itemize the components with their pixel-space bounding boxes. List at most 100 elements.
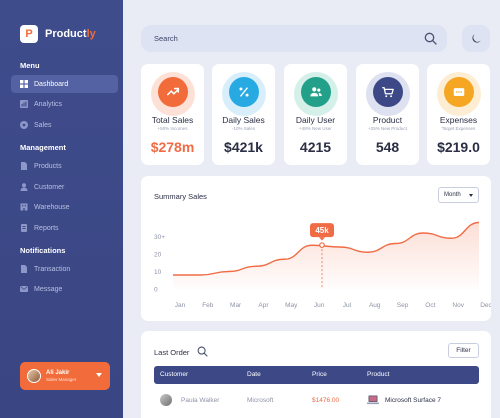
x-tick-label: Nov bbox=[452, 302, 464, 309]
search-icon[interactable] bbox=[424, 32, 437, 45]
table-header: Customer Date Price Product bbox=[154, 366, 479, 384]
stat-card[interactable]: Product +25% New Product 548 bbox=[356, 64, 419, 165]
chevron-down-icon[interactable] bbox=[96, 373, 102, 377]
user-role: Sales Manager bbox=[46, 377, 77, 382]
stat-card[interactable]: Expenses Target Expenses $219.0 bbox=[427, 64, 490, 165]
document-icon bbox=[20, 162, 28, 170]
sidebar-item-label: Dashboard bbox=[34, 80, 69, 88]
x-tick-label: Oct bbox=[425, 302, 435, 309]
theme-toggle-button[interactable] bbox=[462, 25, 490, 52]
search-icon[interactable] bbox=[197, 346, 208, 357]
sidebar-item-warehouse[interactable]: Warehouse bbox=[11, 198, 118, 216]
period-select[interactable]: Month bbox=[438, 187, 479, 203]
column-header-customer[interactable]: Customer bbox=[160, 371, 189, 378]
table-row[interactable]: Paula Walker Microsoft $1476.00 Microsof… bbox=[154, 391, 479, 411]
percent-icon bbox=[228, 77, 259, 107]
column-header-product[interactable]: Product bbox=[367, 371, 390, 378]
avatar bbox=[27, 369, 41, 383]
x-tick-label: Feb bbox=[202, 302, 214, 309]
mail-icon bbox=[20, 285, 28, 293]
sidebar-item-dashboard[interactable]: Dashboard bbox=[11, 75, 118, 93]
section-title-notifications: Notifications bbox=[20, 246, 66, 255]
stat-title: Daily User bbox=[295, 115, 336, 125]
moon-icon bbox=[471, 34, 481, 43]
user-name: Ali Jakir bbox=[46, 370, 70, 376]
stat-subtitle: Target Expenses bbox=[441, 126, 476, 131]
x-tick-label: Jun bbox=[314, 302, 325, 309]
x-tick-label: Apr bbox=[258, 302, 269, 309]
stat-value: 548 bbox=[375, 139, 400, 155]
tooltip-label: 45k bbox=[315, 226, 329, 235]
section-title-management: Management bbox=[20, 143, 66, 152]
y-tick-label: 10 bbox=[154, 269, 162, 276]
sidebar-item-label: Warehouse bbox=[34, 203, 70, 211]
stat-value: $421k bbox=[224, 139, 263, 155]
sidebar-item-label: Transaction bbox=[34, 265, 71, 273]
chart-tooltip: 45k bbox=[310, 223, 334, 241]
sales-area bbox=[173, 222, 479, 289]
wallet-icon bbox=[443, 77, 474, 107]
sidebar-item-products[interactable]: Products bbox=[11, 157, 118, 175]
sidebar-item-reports[interactable]: Reports bbox=[11, 219, 118, 237]
stat-subtitle: +48% New User bbox=[299, 126, 332, 131]
building-icon bbox=[20, 203, 28, 211]
y-tick-label: 20 bbox=[154, 252, 162, 259]
sidebar-item-label: Analytics bbox=[34, 100, 63, 108]
sidebar-item-transaction[interactable]: Transaction bbox=[11, 260, 118, 278]
sidebar-item-sales[interactable]: Sales bbox=[11, 116, 118, 134]
x-tick-label: Sep bbox=[397, 302, 409, 309]
column-header-price[interactable]: Price bbox=[312, 371, 327, 378]
y-tick-label: 0 bbox=[154, 287, 158, 294]
y-tick-label: 30+ bbox=[154, 234, 165, 241]
stat-card[interactable]: Daily User +48% New User 4215 bbox=[284, 64, 347, 165]
stat-value: $278m bbox=[150, 139, 195, 155]
brand-name: Productly bbox=[45, 28, 96, 40]
stat-title: Product bbox=[372, 115, 403, 125]
filter-button[interactable]: Filter bbox=[448, 343, 479, 358]
table-title: Last Order bbox=[154, 348, 190, 357]
stat-card[interactable]: Total Sales +50% Incomes $278m bbox=[141, 64, 204, 165]
stat-title: Total Sales bbox=[151, 115, 194, 125]
x-tick-label: Mar bbox=[230, 302, 242, 309]
x-tick-label: Aug bbox=[369, 302, 381, 309]
cell-product: Microsoft Surface 7 bbox=[385, 397, 441, 404]
summary-sales-card: 0 10 20 30+ Jan Feb Mar Apr May Jun Jul Aug Sep Oct No… bbox=[141, 176, 491, 321]
laptop-icon bbox=[367, 395, 379, 405]
search-input[interactable]: Search bbox=[141, 25, 447, 52]
stat-title: Expenses bbox=[439, 115, 478, 125]
cell-customer: Paula Walker bbox=[181, 397, 220, 404]
tag-icon bbox=[20, 121, 28, 129]
summary-sales-chart: 0 10 20 30+ Jan Feb Mar Apr May Jun Jul Aug Sep Oct No… bbox=[154, 221, 491, 309]
stat-subtitle: +25% New Product bbox=[368, 126, 407, 131]
document-icon bbox=[20, 265, 28, 273]
trend-up-icon bbox=[157, 77, 188, 107]
stat-card[interactable]: Daily Sales -10% Sales $421k bbox=[212, 64, 275, 165]
stat-value: $219.0 bbox=[437, 139, 480, 155]
sidebar-item-analytics[interactable]: Analytics bbox=[11, 95, 118, 113]
highlight-point[interactable] bbox=[319, 242, 325, 249]
sidebar-item-label: Message bbox=[34, 285, 63, 293]
sidebar-item-label: Sales bbox=[34, 121, 52, 129]
brand[interactable]: P Productly bbox=[20, 25, 96, 43]
stat-value: 4215 bbox=[299, 139, 332, 155]
sidebar-item-label: Reports bbox=[34, 224, 59, 232]
chart-title: Summary Sales bbox=[154, 192, 207, 201]
sidebar-item-customer[interactable]: Customer bbox=[11, 178, 118, 196]
x-tick-label: Jan bbox=[175, 302, 186, 309]
x-tick-label: May bbox=[285, 302, 298, 309]
last-order-card: Last Order Filter Customer Date Price Pr… bbox=[141, 331, 491, 418]
stat-subtitle: -10% Sales bbox=[231, 126, 255, 131]
cart-icon bbox=[372, 77, 403, 107]
avatar bbox=[160, 394, 172, 406]
user-card[interactable]: Ali Jakir Sales Manager bbox=[20, 362, 110, 390]
report-icon bbox=[20, 224, 28, 232]
stat-title: Daily Sales bbox=[222, 115, 265, 125]
column-header-date[interactable]: Date bbox=[247, 371, 261, 378]
sidebar-item-message[interactable]: Message bbox=[11, 280, 118, 298]
users-icon bbox=[20, 183, 28, 191]
sidebar-item-label: Products bbox=[34, 162, 62, 170]
sales-line bbox=[172, 221, 480, 276]
cell-price: $1476.00 bbox=[312, 397, 340, 404]
stat-subtitle: +50% Incomes bbox=[157, 126, 188, 131]
chart-icon bbox=[20, 100, 28, 108]
